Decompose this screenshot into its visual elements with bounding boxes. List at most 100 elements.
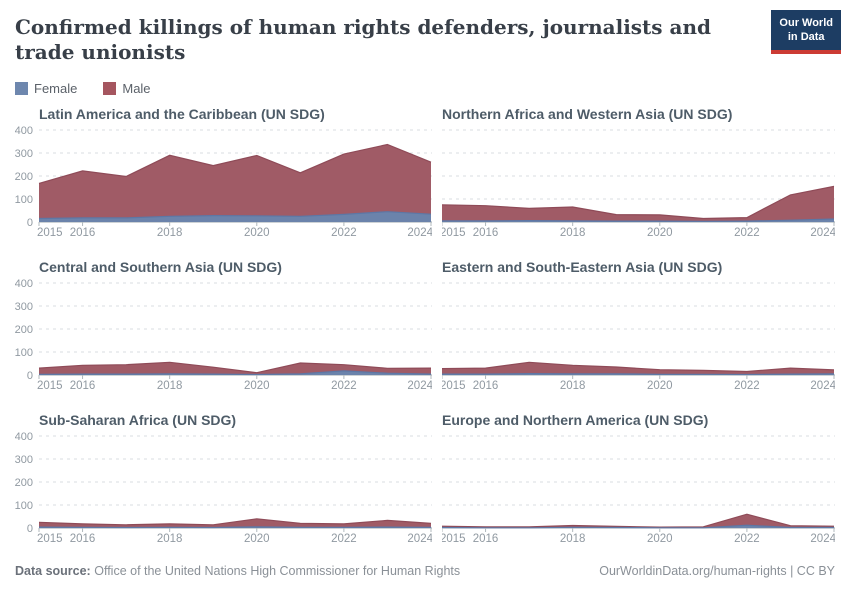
- x-tick-label: 2022: [734, 380, 760, 392]
- x-tick-label: 2015: [37, 227, 63, 239]
- male-area-series: [39, 518, 431, 528]
- female-series-line: [38, 526, 432, 529]
- x-tick-label: 2020: [647, 227, 673, 239]
- legend-label-female: Female: [34, 81, 78, 96]
- data-source-text: Office of the United Nations High Commis…: [94, 564, 461, 578]
- area-chart-central-southern-asia: 0 100 200 300 400 2015 2016 2018 2020 2022 2024: [15, 278, 434, 392]
- x-tick-label: 2022: [734, 227, 760, 239]
- facet-europe-northern-america: Europe and Northern America (UN SDG) 201…: [440, 412, 837, 550]
- area-chart-latin-america: 0 100 200 300 400 2015 2016 2018 2020 2022 2024: [15, 125, 434, 239]
- y-tick-label: 400: [15, 125, 33, 137]
- x-tick-label: 2022: [331, 533, 357, 545]
- female-series-line: [38, 211, 432, 220]
- x-tick-label: 2020: [244, 227, 270, 239]
- page-title: Confirmed killings of human rights defen…: [15, 15, 712, 64]
- footer-separator: |: [790, 564, 794, 578]
- x-tick-label: 2018: [560, 380, 586, 392]
- area-chart-northern-africa-western-asia: 2015 2016 2018 2020 2022 2024: [440, 129, 837, 239]
- data-source-label: Data source:: [15, 564, 91, 578]
- x-tick-label: 2024: [407, 227, 432, 239]
- x-tick-label: 2024: [810, 380, 835, 392]
- legend-item-male[interactable]: Male: [103, 81, 151, 96]
- x-tick-label: 2016: [473, 380, 499, 392]
- y-tick-label: 300: [15, 301, 33, 313]
- facet-title-central-southern-asia: Central and Southern Asia (UN SDG): [39, 259, 282, 275]
- y-tick-label: 100: [15, 347, 33, 359]
- facet-northern-africa-western-asia: Northern Africa and Western Asia (UN SDG…: [440, 106, 837, 244]
- facet-title-eastern-south-eastern-asia: Eastern and South-Eastern Asia (UN SDG): [442, 259, 723, 275]
- legend-item-female[interactable]: Female: [15, 81, 77, 96]
- x-tick-label: 2020: [244, 533, 270, 545]
- male-area-series: [39, 144, 431, 222]
- male-series-line: [441, 361, 835, 373]
- male-series-line: [38, 143, 432, 184]
- license-label: CC BY: [796, 564, 835, 578]
- facet-title-northern-africa-western-asia: Northern Africa and Western Asia (UN SDG…: [442, 106, 733, 122]
- female-series-line: [441, 524, 834, 529]
- area-chart-eastern-south-eastern-asia: 2015 2016 2018 2020 2022 2024: [440, 282, 837, 392]
- owid-logo[interactable]: Our World in Data: [771, 10, 841, 54]
- facet-title-latin-america: Latin America and the Caribbean (UN SDG): [39, 106, 325, 122]
- owid-url-link[interactable]: OurWorldinData.org/human-rights: [599, 564, 787, 578]
- y-tick-label: 100: [15, 194, 33, 206]
- x-tick-label: 2016: [473, 533, 499, 545]
- male-series-line: [38, 361, 432, 374]
- x-tick-label: 2016: [70, 533, 96, 545]
- y-tick-label: 100: [15, 500, 33, 512]
- facet-grid: Latin America and the Caribbean (UN SDG)…: [15, 106, 837, 550]
- facet-latin-america: Latin America and the Caribbean (UN SDG)…: [15, 106, 434, 244]
- area-chart-europe-northern-america: 2015 2016 2018 2020 2022 2024: [440, 435, 837, 545]
- y-tick-label: 0: [27, 217, 33, 229]
- footer: Data source: Office of the United Nation…: [15, 564, 835, 578]
- x-tick-label: 2024: [407, 533, 432, 545]
- male-swatch-icon: [103, 82, 117, 95]
- owid-logo-line1: Our World: [779, 17, 833, 29]
- x-tick-label: 2018: [157, 380, 183, 392]
- female-series-line: [442, 372, 835, 376]
- male-series-line: [441, 513, 835, 528]
- y-tick-label: 300: [15, 148, 33, 160]
- facet-title-sub-saharan-africa: Sub-Saharan Africa (UN SDG): [39, 412, 237, 428]
- x-tick-label: 2024: [810, 533, 835, 545]
- female-swatch-icon: [15, 82, 28, 95]
- x-tick-label: 2022: [331, 227, 357, 239]
- y-tick-label: 200: [15, 477, 33, 489]
- x-tick-label: 2015: [442, 227, 466, 239]
- x-tick-label: 2016: [70, 227, 96, 239]
- x-tick-label: 2016: [70, 380, 96, 392]
- x-tick-label: 2018: [560, 227, 586, 239]
- y-tick-label: 0: [27, 370, 33, 382]
- x-tick-label: 2020: [244, 380, 270, 392]
- female-series-line: [38, 370, 432, 376]
- y-tick-label: 400: [15, 278, 33, 290]
- area-chart-sub-saharan-africa: 0 100 200 300 400 2015 2016 2018 2020 2022 2024: [15, 431, 434, 545]
- x-tick-label: 2022: [331, 380, 357, 392]
- male-series-line: [441, 185, 835, 220]
- x-tick-label: 2015: [37, 380, 63, 392]
- x-tick-label: 2018: [157, 533, 183, 545]
- x-tick-label: 2015: [442, 533, 466, 545]
- female-series-line: [442, 218, 835, 222]
- x-tick-label: 2018: [157, 227, 183, 239]
- x-tick-label: 2024: [407, 380, 432, 392]
- owid-logo-line2: in Data: [787, 31, 825, 44]
- facet-sub-saharan-africa: Sub-Saharan Africa (UN SDG) 0 100 200 300 40…: [15, 412, 434, 550]
- y-tick-label: 200: [15, 171, 33, 183]
- legend-label-male: Male: [122, 81, 151, 96]
- x-tick-label: 2015: [442, 380, 466, 392]
- footer-attribution: OurWorldinData.org/human-rights | CC BY: [599, 564, 835, 578]
- male-area-series: [442, 186, 834, 222]
- facet-title-europe-northern-america: Europe and Northern America (UN SDG): [442, 412, 709, 428]
- data-source-note: Data source: Office of the United Nation…: [15, 564, 460, 578]
- y-tick-label: 300: [15, 454, 33, 466]
- x-tick-label: 2020: [647, 380, 673, 392]
- female-area-series: [39, 211, 431, 222]
- male-series-line: [38, 518, 432, 526]
- chart-page: Confirmed killings of human rights defen…: [15, 10, 841, 578]
- x-tick-label: 2022: [734, 533, 760, 545]
- x-tick-label: 2020: [647, 533, 673, 545]
- legend: Female Male: [15, 81, 835, 96]
- x-tick-label: 2018: [560, 533, 586, 545]
- y-tick-label: 0: [27, 523, 33, 535]
- y-tick-label: 200: [15, 324, 33, 336]
